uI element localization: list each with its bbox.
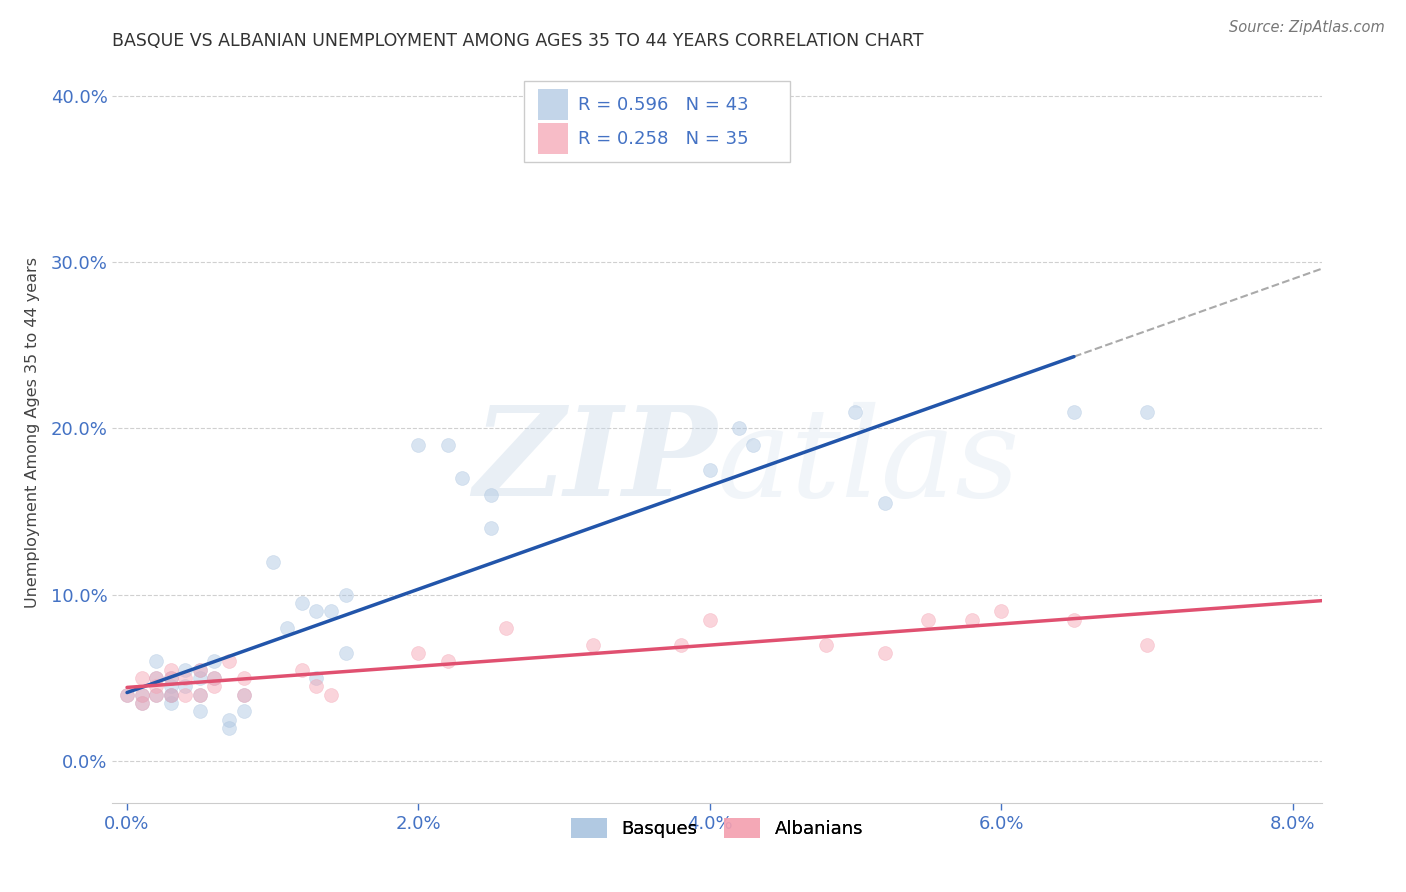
Point — [145, 654, 167, 668]
Point — [218, 713, 240, 727]
Point — [305, 671, 328, 685]
Point — [1136, 405, 1159, 419]
Point — [204, 679, 226, 693]
Point — [699, 613, 721, 627]
Text: R = 0.258   N = 35: R = 0.258 N = 35 — [578, 129, 748, 148]
Point — [145, 671, 167, 685]
Point — [159, 679, 181, 693]
Point — [960, 613, 983, 627]
Point — [159, 663, 181, 677]
Point — [699, 463, 721, 477]
Point — [815, 638, 838, 652]
Point — [262, 555, 284, 569]
Text: ZIP: ZIP — [474, 401, 717, 523]
Point — [742, 438, 765, 452]
Point — [319, 605, 342, 619]
Point — [232, 688, 254, 702]
Point — [873, 496, 896, 510]
Point — [232, 704, 254, 718]
Point — [319, 688, 342, 702]
Text: R = 0.596   N = 43: R = 0.596 N = 43 — [578, 95, 748, 113]
Point — [159, 671, 181, 685]
Point — [728, 421, 751, 435]
Point — [188, 688, 211, 702]
Point — [159, 696, 181, 710]
Point — [188, 671, 211, 685]
Point — [335, 588, 357, 602]
Point — [204, 671, 226, 685]
Point — [917, 613, 939, 627]
Point — [159, 688, 181, 702]
Point — [479, 521, 502, 535]
Point — [145, 688, 167, 702]
Point — [204, 671, 226, 685]
Bar — [538, 123, 568, 154]
Text: BASQUE VS ALBANIAN UNEMPLOYMENT AMONG AGES 35 TO 44 YEARS CORRELATION CHART: BASQUE VS ALBANIAN UNEMPLOYMENT AMONG AG… — [112, 32, 924, 50]
Point — [1063, 405, 1085, 419]
Y-axis label: Unemployment Among Ages 35 to 44 years: Unemployment Among Ages 35 to 44 years — [25, 257, 39, 608]
Point — [844, 405, 866, 419]
Point — [204, 654, 226, 668]
Point — [232, 688, 254, 702]
Point — [188, 663, 211, 677]
Point — [145, 671, 167, 685]
Point — [218, 654, 240, 668]
Point — [159, 671, 181, 685]
Point — [174, 688, 197, 702]
Point — [291, 596, 314, 610]
Point — [276, 621, 298, 635]
Point — [159, 688, 181, 702]
Legend: Basques, Albanians: Basques, Albanians — [564, 810, 870, 846]
Point — [408, 646, 430, 660]
Point — [218, 721, 240, 735]
Point — [1063, 613, 1085, 627]
Point — [873, 646, 896, 660]
Point — [188, 663, 211, 677]
Point — [582, 638, 605, 652]
Point — [436, 438, 458, 452]
Point — [159, 688, 181, 702]
Point — [305, 679, 328, 693]
Point — [174, 663, 197, 677]
Text: atlas: atlas — [717, 401, 1021, 523]
Point — [131, 688, 153, 702]
Point — [335, 646, 357, 660]
Point — [131, 688, 153, 702]
Point — [145, 688, 167, 702]
Bar — [538, 89, 568, 120]
Point — [131, 696, 153, 710]
Point — [131, 696, 153, 710]
Point — [188, 688, 211, 702]
Point — [495, 621, 517, 635]
Point — [1136, 638, 1159, 652]
Point — [174, 671, 197, 685]
Point — [115, 688, 138, 702]
Point — [131, 671, 153, 685]
Text: Source: ZipAtlas.com: Source: ZipAtlas.com — [1229, 20, 1385, 35]
Point — [669, 638, 692, 652]
Point — [436, 654, 458, 668]
Point — [291, 663, 314, 677]
Point — [145, 679, 167, 693]
Point — [232, 671, 254, 685]
Point — [408, 438, 430, 452]
Point — [990, 605, 1012, 619]
Point — [305, 605, 328, 619]
Bar — [523, 81, 790, 162]
Point — [115, 688, 138, 702]
Point — [479, 488, 502, 502]
Point — [451, 471, 474, 485]
Point — [188, 704, 211, 718]
Point — [174, 679, 197, 693]
